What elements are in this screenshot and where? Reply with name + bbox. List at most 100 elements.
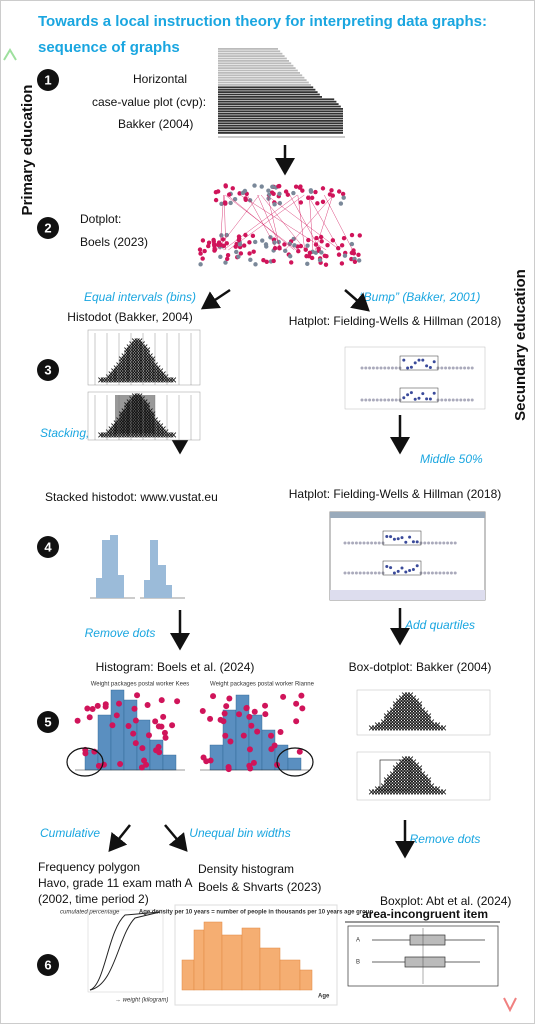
dot	[283, 248, 288, 254]
x-mark: ×	[395, 715, 402, 729]
x-mark: ×	[154, 416, 161, 430]
dot	[272, 246, 278, 251]
x-mark: ×	[149, 373, 156, 387]
dot	[343, 571, 347, 575]
x-mark: ×	[395, 776, 402, 790]
x-mark: ×	[413, 721, 420, 735]
x-mark: ×	[401, 715, 408, 729]
x-mark: ×	[392, 776, 399, 790]
x-mark: ×	[165, 373, 172, 387]
dot	[224, 232, 229, 238]
x-mark: ×	[416, 718, 423, 732]
x-mark: ×	[149, 419, 156, 433]
x-mark: ×	[149, 352, 156, 366]
x-mark: ×	[407, 688, 414, 702]
x-mark: ×	[410, 721, 417, 735]
x-mark: ×	[141, 346, 148, 360]
x-mark: ×	[404, 758, 411, 772]
x-mark: ×	[419, 779, 426, 793]
x-mark: ×	[139, 340, 146, 354]
x-mark: ×	[141, 407, 148, 421]
dot	[320, 199, 326, 205]
x-mark: ×	[410, 694, 417, 708]
x-mark: ×	[154, 361, 161, 375]
x-mark: ×	[136, 389, 143, 403]
x-mark: ×	[113, 428, 120, 442]
x-mark: ×	[398, 785, 405, 799]
cvp-bar	[218, 110, 343, 113]
x-mark: ×	[126, 340, 133, 354]
link	[309, 194, 314, 251]
x-mark: ×	[128, 358, 135, 372]
x-mark: ×	[395, 773, 402, 787]
x-mark: ×	[128, 428, 135, 442]
x-mark: ×	[139, 361, 146, 375]
dot	[288, 253, 293, 259]
x-mark: ×	[428, 779, 435, 793]
dot	[402, 358, 406, 362]
x-mark: ×	[134, 425, 141, 439]
dot	[139, 745, 146, 752]
x-mark: ×	[401, 700, 408, 714]
x-mark: ×	[144, 343, 151, 357]
x-mark: ×	[407, 691, 414, 705]
x-mark: ×	[131, 355, 138, 369]
x-mark: ×	[128, 395, 135, 409]
x-mark: ×	[121, 367, 128, 381]
x-mark: ×	[136, 373, 143, 387]
x-mark: ×	[134, 355, 141, 369]
x-mark: ×	[157, 367, 164, 381]
dot	[404, 570, 408, 574]
x-mark: ×	[139, 401, 146, 415]
x-mark: ×	[160, 373, 167, 387]
x-mark: ×	[425, 712, 432, 726]
dot	[470, 366, 474, 370]
dot	[217, 716, 224, 723]
x-mark: ×	[136, 361, 143, 375]
x-mark: ×	[410, 782, 417, 796]
dot	[356, 252, 361, 257]
dot	[243, 705, 250, 712]
dot	[352, 259, 358, 265]
x-mark: ×	[160, 428, 167, 442]
x-mark: ×	[419, 776, 426, 790]
x-mark: ×	[407, 755, 414, 769]
x-mark: ×	[126, 373, 133, 387]
dot	[125, 723, 132, 730]
dot	[430, 541, 434, 545]
x-mark: ×	[392, 782, 399, 796]
dot	[423, 541, 427, 545]
x-mark: ×	[371, 785, 378, 799]
dot	[246, 713, 253, 720]
x-mark: ×	[134, 343, 141, 357]
x-mark: ×	[416, 773, 423, 787]
dot	[425, 397, 429, 401]
x-mark: ×	[413, 712, 420, 726]
dot	[375, 366, 379, 370]
dot	[232, 196, 238, 202]
x-mark: ×	[404, 688, 411, 702]
link	[266, 194, 341, 251]
x-mark: ×	[139, 346, 146, 360]
x-mark: ×	[134, 410, 141, 424]
x-mark: ×	[392, 697, 399, 711]
x-mark: ×	[428, 785, 435, 799]
x-mark: ×	[398, 770, 405, 784]
dot	[261, 258, 266, 263]
x-mark: ×	[126, 355, 133, 369]
x-mark: ×	[407, 779, 414, 793]
cvp-bar	[218, 60, 289, 62]
dot	[298, 692, 305, 699]
x-mark: ×	[419, 712, 426, 726]
x-mark: ×	[398, 764, 405, 778]
dot	[343, 541, 347, 545]
x-mark: ×	[128, 367, 135, 381]
x-mark: ×	[121, 364, 128, 378]
cvp-bar	[218, 93, 320, 96]
x-mark: ×	[398, 755, 405, 769]
x-mark: ×	[167, 373, 174, 387]
dot	[225, 253, 231, 258]
dot	[226, 192, 232, 197]
x-mark: ×	[102, 428, 109, 442]
